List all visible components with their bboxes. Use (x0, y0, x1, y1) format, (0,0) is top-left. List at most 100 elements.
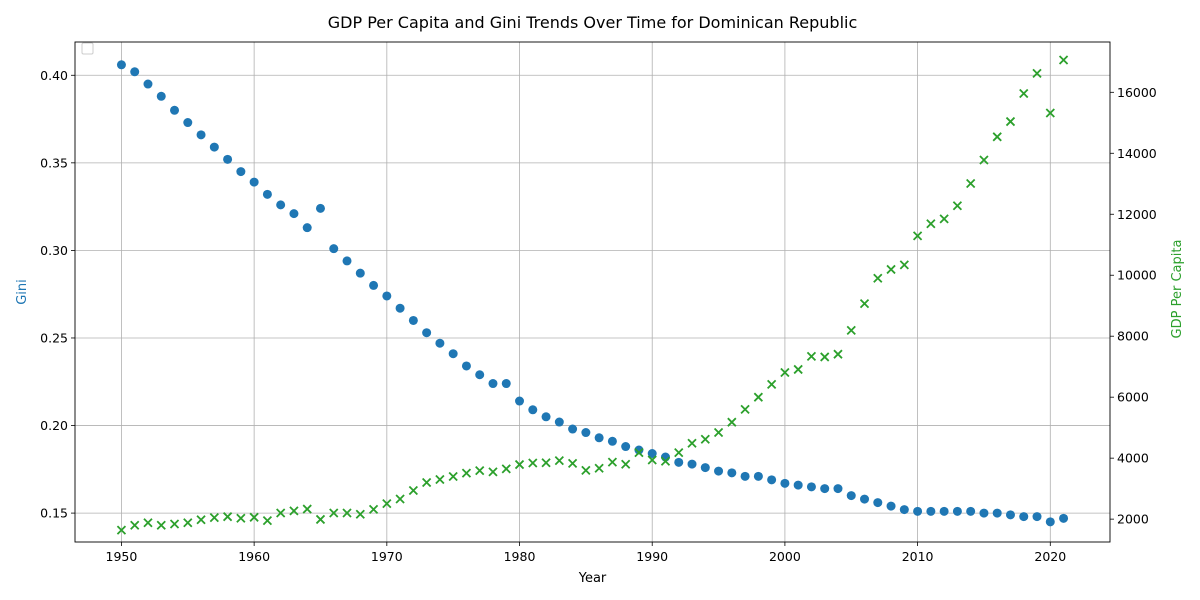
gini-point (422, 328, 432, 338)
gini-point (1045, 517, 1055, 527)
gini-point (714, 466, 724, 476)
gdp-point (130, 520, 140, 530)
gdp-point (634, 448, 644, 458)
gini-point (1005, 510, 1015, 520)
gini-point (1019, 512, 1029, 522)
y-left-tick-label: 0.35 (40, 155, 68, 170)
gdp-point (766, 379, 777, 390)
gdp-point (727, 417, 737, 427)
gdp-point (647, 455, 657, 465)
gdp-point (1032, 68, 1042, 79)
gini-point (170, 105, 180, 115)
y-right-tick-label: 4000 (1117, 451, 1149, 466)
y-left-tick-label: 0.40 (40, 68, 68, 83)
gini-point (806, 482, 816, 492)
gini-point (979, 508, 989, 518)
y-right-tick-label: 2000 (1117, 512, 1149, 527)
gdp-point (859, 298, 870, 309)
gini-point (448, 349, 458, 359)
gdp-point (926, 219, 936, 229)
gdp-point (408, 485, 419, 496)
gini-point (740, 471, 750, 481)
gdp-point (753, 392, 764, 402)
gdp-point (581, 465, 591, 475)
gini-point (302, 223, 312, 233)
gdp-point (501, 464, 511, 474)
gdp-point (899, 260, 909, 270)
gdp-point (780, 367, 790, 378)
x-tick-label: 1970 (371, 549, 403, 564)
gdp-point (554, 455, 564, 466)
gini-point (528, 405, 538, 415)
gdp-point (700, 434, 710, 444)
gini-point (966, 506, 976, 516)
gini-point (116, 60, 126, 70)
gdp-point (222, 512, 233, 522)
gdp-point (421, 477, 432, 488)
gini-point (793, 480, 803, 490)
gini-point (594, 433, 604, 443)
y-right-tick-label: 12000 (1117, 207, 1157, 222)
gini-point (952, 506, 962, 516)
gini-point (196, 130, 206, 140)
gini-point (846, 491, 856, 501)
gini-point (674, 457, 684, 467)
gdp-point (979, 155, 989, 165)
gdp-point (262, 516, 273, 526)
gdp-point (488, 467, 498, 477)
gdp-point (302, 504, 312, 514)
y-left-axis-ticks: 0.15 0.20 0.25 0.30 0.35 0.40 (40, 68, 75, 521)
gini-point (899, 505, 909, 515)
gdp-point (992, 132, 1002, 142)
gini-point (554, 417, 564, 427)
y-right-tick-label: 8000 (1117, 329, 1149, 344)
legend-box (81, 42, 94, 55)
gdp-point (952, 201, 963, 211)
gini-point (634, 445, 644, 455)
gdp-point (820, 352, 830, 362)
y-right-tick-label: 10000 (1117, 268, 1157, 283)
gdp-point (806, 351, 817, 361)
gdp-point (448, 471, 458, 482)
gdp-point (912, 231, 923, 241)
gini-point (926, 506, 936, 516)
gdp-point (329, 508, 339, 518)
gdp-point (567, 458, 578, 468)
gini-point (369, 280, 379, 290)
gini-point (209, 142, 219, 152)
gini-point (886, 501, 896, 511)
gini-point (860, 494, 870, 504)
gdp-point (966, 178, 976, 189)
gini-point (727, 468, 737, 478)
chart-title: GDP Per Capita and Gini Trends Over Time… (328, 13, 858, 32)
gini-point (435, 338, 445, 348)
gini-point (475, 370, 485, 380)
gdp-point (740, 404, 750, 415)
gdp-point (793, 364, 803, 375)
gini-point (581, 428, 591, 438)
gini-point (568, 424, 578, 434)
gini-point (621, 442, 631, 452)
gdp-point (621, 459, 631, 469)
x-tick-label: 2010 (902, 549, 934, 564)
gdp-point (169, 519, 180, 529)
gini-point (833, 484, 843, 494)
gini-point (183, 118, 193, 128)
gdp-point (315, 514, 326, 525)
data-points (116, 55, 1069, 535)
gdp-point (116, 525, 127, 535)
gdp-point (674, 448, 684, 458)
y-left-axis-label: Gini (15, 279, 30, 305)
gini-point (873, 498, 883, 508)
x-tick-label: 1960 (238, 549, 270, 564)
gini-point (647, 449, 657, 459)
gini-point (355, 268, 365, 278)
gdp-point (846, 325, 856, 336)
gdp-point (713, 427, 724, 438)
gini-point (515, 396, 525, 406)
gini-point (1032, 512, 1042, 522)
gdp-point (1058, 55, 1069, 65)
y-right-tick-label: 6000 (1117, 390, 1149, 405)
